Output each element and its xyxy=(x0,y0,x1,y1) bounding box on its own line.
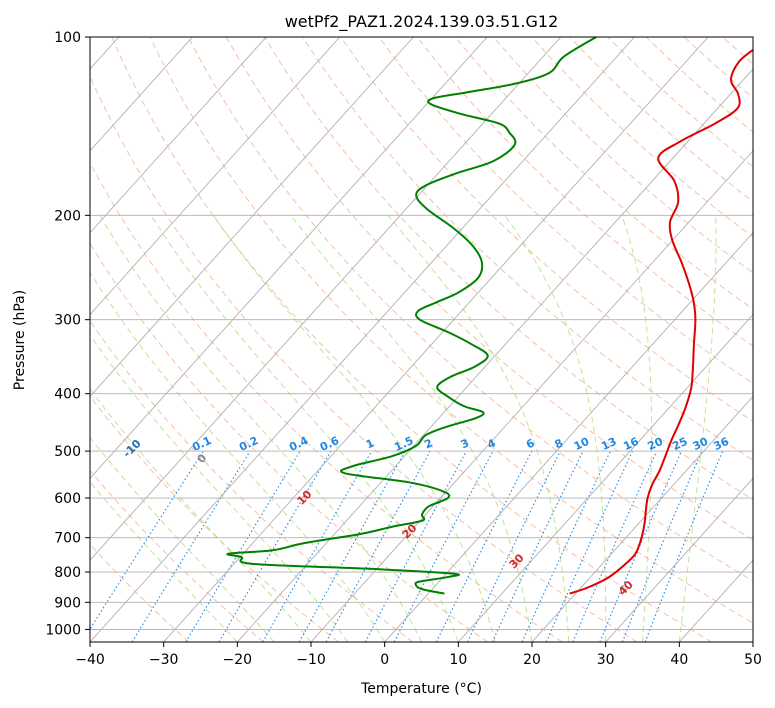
isotherm-0 xyxy=(384,232,753,642)
isotherm-10 xyxy=(457,313,753,642)
dry-adiabat xyxy=(90,161,563,642)
moist-adiabat xyxy=(621,215,653,642)
y-axis-title: Pressure (hPa) xyxy=(12,290,28,390)
x-tick-label: 30 xyxy=(597,652,615,668)
isotherm--100 xyxy=(90,37,193,152)
dry-adiabat xyxy=(454,37,753,310)
y-tick-label: 300 xyxy=(54,313,81,329)
moist-adiabat xyxy=(290,215,533,642)
dry-adiabat xyxy=(90,469,264,642)
plot-area: 0.10.20.40.611.52346810131620253036-100-… xyxy=(90,37,753,642)
mixing-ratio-label: 30 xyxy=(691,435,711,453)
x-tick-label: 20 xyxy=(523,652,541,668)
mixing-ratio-line xyxy=(621,450,703,642)
y-axis-ticks: 100 200 300 400 500 600 700 800 900 1000 xyxy=(45,30,90,638)
dry-adiabats xyxy=(90,37,753,642)
moist-adiabat xyxy=(150,215,459,642)
x-axis-title: Temperature (°C) xyxy=(360,681,482,697)
moist-adiabat xyxy=(90,436,275,642)
isotherm-20 xyxy=(531,395,753,642)
isotherm-30 xyxy=(605,477,753,642)
mixing-ratio-label: 25 xyxy=(670,435,689,453)
y-tick-label: 1000 xyxy=(45,622,81,638)
isotherm--50 xyxy=(90,37,562,561)
mixing-ratio-line xyxy=(545,450,634,642)
x-axis-ticks: −40 −30 −20 −10 0 10 20 30 40 50 xyxy=(75,642,762,668)
mixing-ratio-label: 13 xyxy=(599,435,618,453)
y-tick-label: 700 xyxy=(54,531,81,547)
dewpoint-profile xyxy=(226,37,597,595)
dry-adiabat xyxy=(90,242,488,642)
isotherm--10 xyxy=(310,150,753,642)
moist-adiabat xyxy=(678,215,717,642)
mixing-ratio-line xyxy=(364,450,467,642)
mixing-ratio-label: 36 xyxy=(712,435,732,453)
isotherm--60 xyxy=(90,37,488,479)
isotherm--70 xyxy=(90,37,414,398)
mixing-ratio-line xyxy=(599,450,682,642)
mixing-ratio-label: 10 xyxy=(572,435,592,453)
mixing-ratio-label: 16 xyxy=(621,435,641,453)
isotherm--40 xyxy=(90,37,635,642)
dry-adiabat xyxy=(90,395,339,642)
moist-adiabat xyxy=(90,271,386,642)
x-tick-label: −20 xyxy=(223,652,253,668)
isotherm--20 xyxy=(236,68,753,642)
mixing-ratio-line xyxy=(325,450,431,642)
mixing-ratio-line xyxy=(644,450,724,642)
x-tick-label: 10 xyxy=(449,652,467,668)
x-tick-label: 40 xyxy=(670,652,688,668)
dry-adiabat xyxy=(90,543,190,642)
dry-adiabat xyxy=(149,37,753,624)
moist-adiabat xyxy=(90,481,238,642)
y-tick-label: 500 xyxy=(54,444,81,460)
y-tick-label: 400 xyxy=(54,387,81,403)
dry-adiabat xyxy=(416,37,753,347)
plot-frame xyxy=(89,36,754,643)
x-tick-label: −40 xyxy=(75,652,105,668)
temperature-profile xyxy=(569,48,753,595)
x-tick-label: −10 xyxy=(296,652,326,668)
moist-adiabat xyxy=(387,215,570,642)
x-tick-label: 50 xyxy=(744,652,762,668)
mixing-ratio-line xyxy=(435,450,533,642)
isotherm-gridlines xyxy=(90,37,753,642)
y-tick-label: 200 xyxy=(54,208,81,224)
y-tick-label: 100 xyxy=(54,30,81,46)
isotherm--30 xyxy=(163,37,709,642)
moist-adiabat xyxy=(99,215,422,642)
y-tick-label: 600 xyxy=(54,491,81,507)
mixing-ratio-line xyxy=(572,450,658,642)
isotherm--90 xyxy=(90,37,267,234)
moist-adiabat xyxy=(90,334,349,642)
chart-title: wetPf2_PAZ1.2024.139.03.51.G12 xyxy=(285,12,559,32)
moist-adiabats xyxy=(90,215,717,642)
y-tick-label: 900 xyxy=(54,595,81,611)
mixing-ratio-line xyxy=(298,450,406,642)
mixing-ratio-line xyxy=(90,450,204,630)
x-tick-label: −30 xyxy=(149,652,179,668)
isotherm--80 xyxy=(90,37,341,316)
y-tick-label: 800 xyxy=(54,565,81,581)
x-tick-label: 0 xyxy=(380,652,389,668)
moist-adiabat xyxy=(212,215,496,642)
dry-adiabat xyxy=(111,37,712,642)
mixing-ratio-label: 20 xyxy=(646,435,666,453)
moist-adiabat xyxy=(504,215,607,642)
